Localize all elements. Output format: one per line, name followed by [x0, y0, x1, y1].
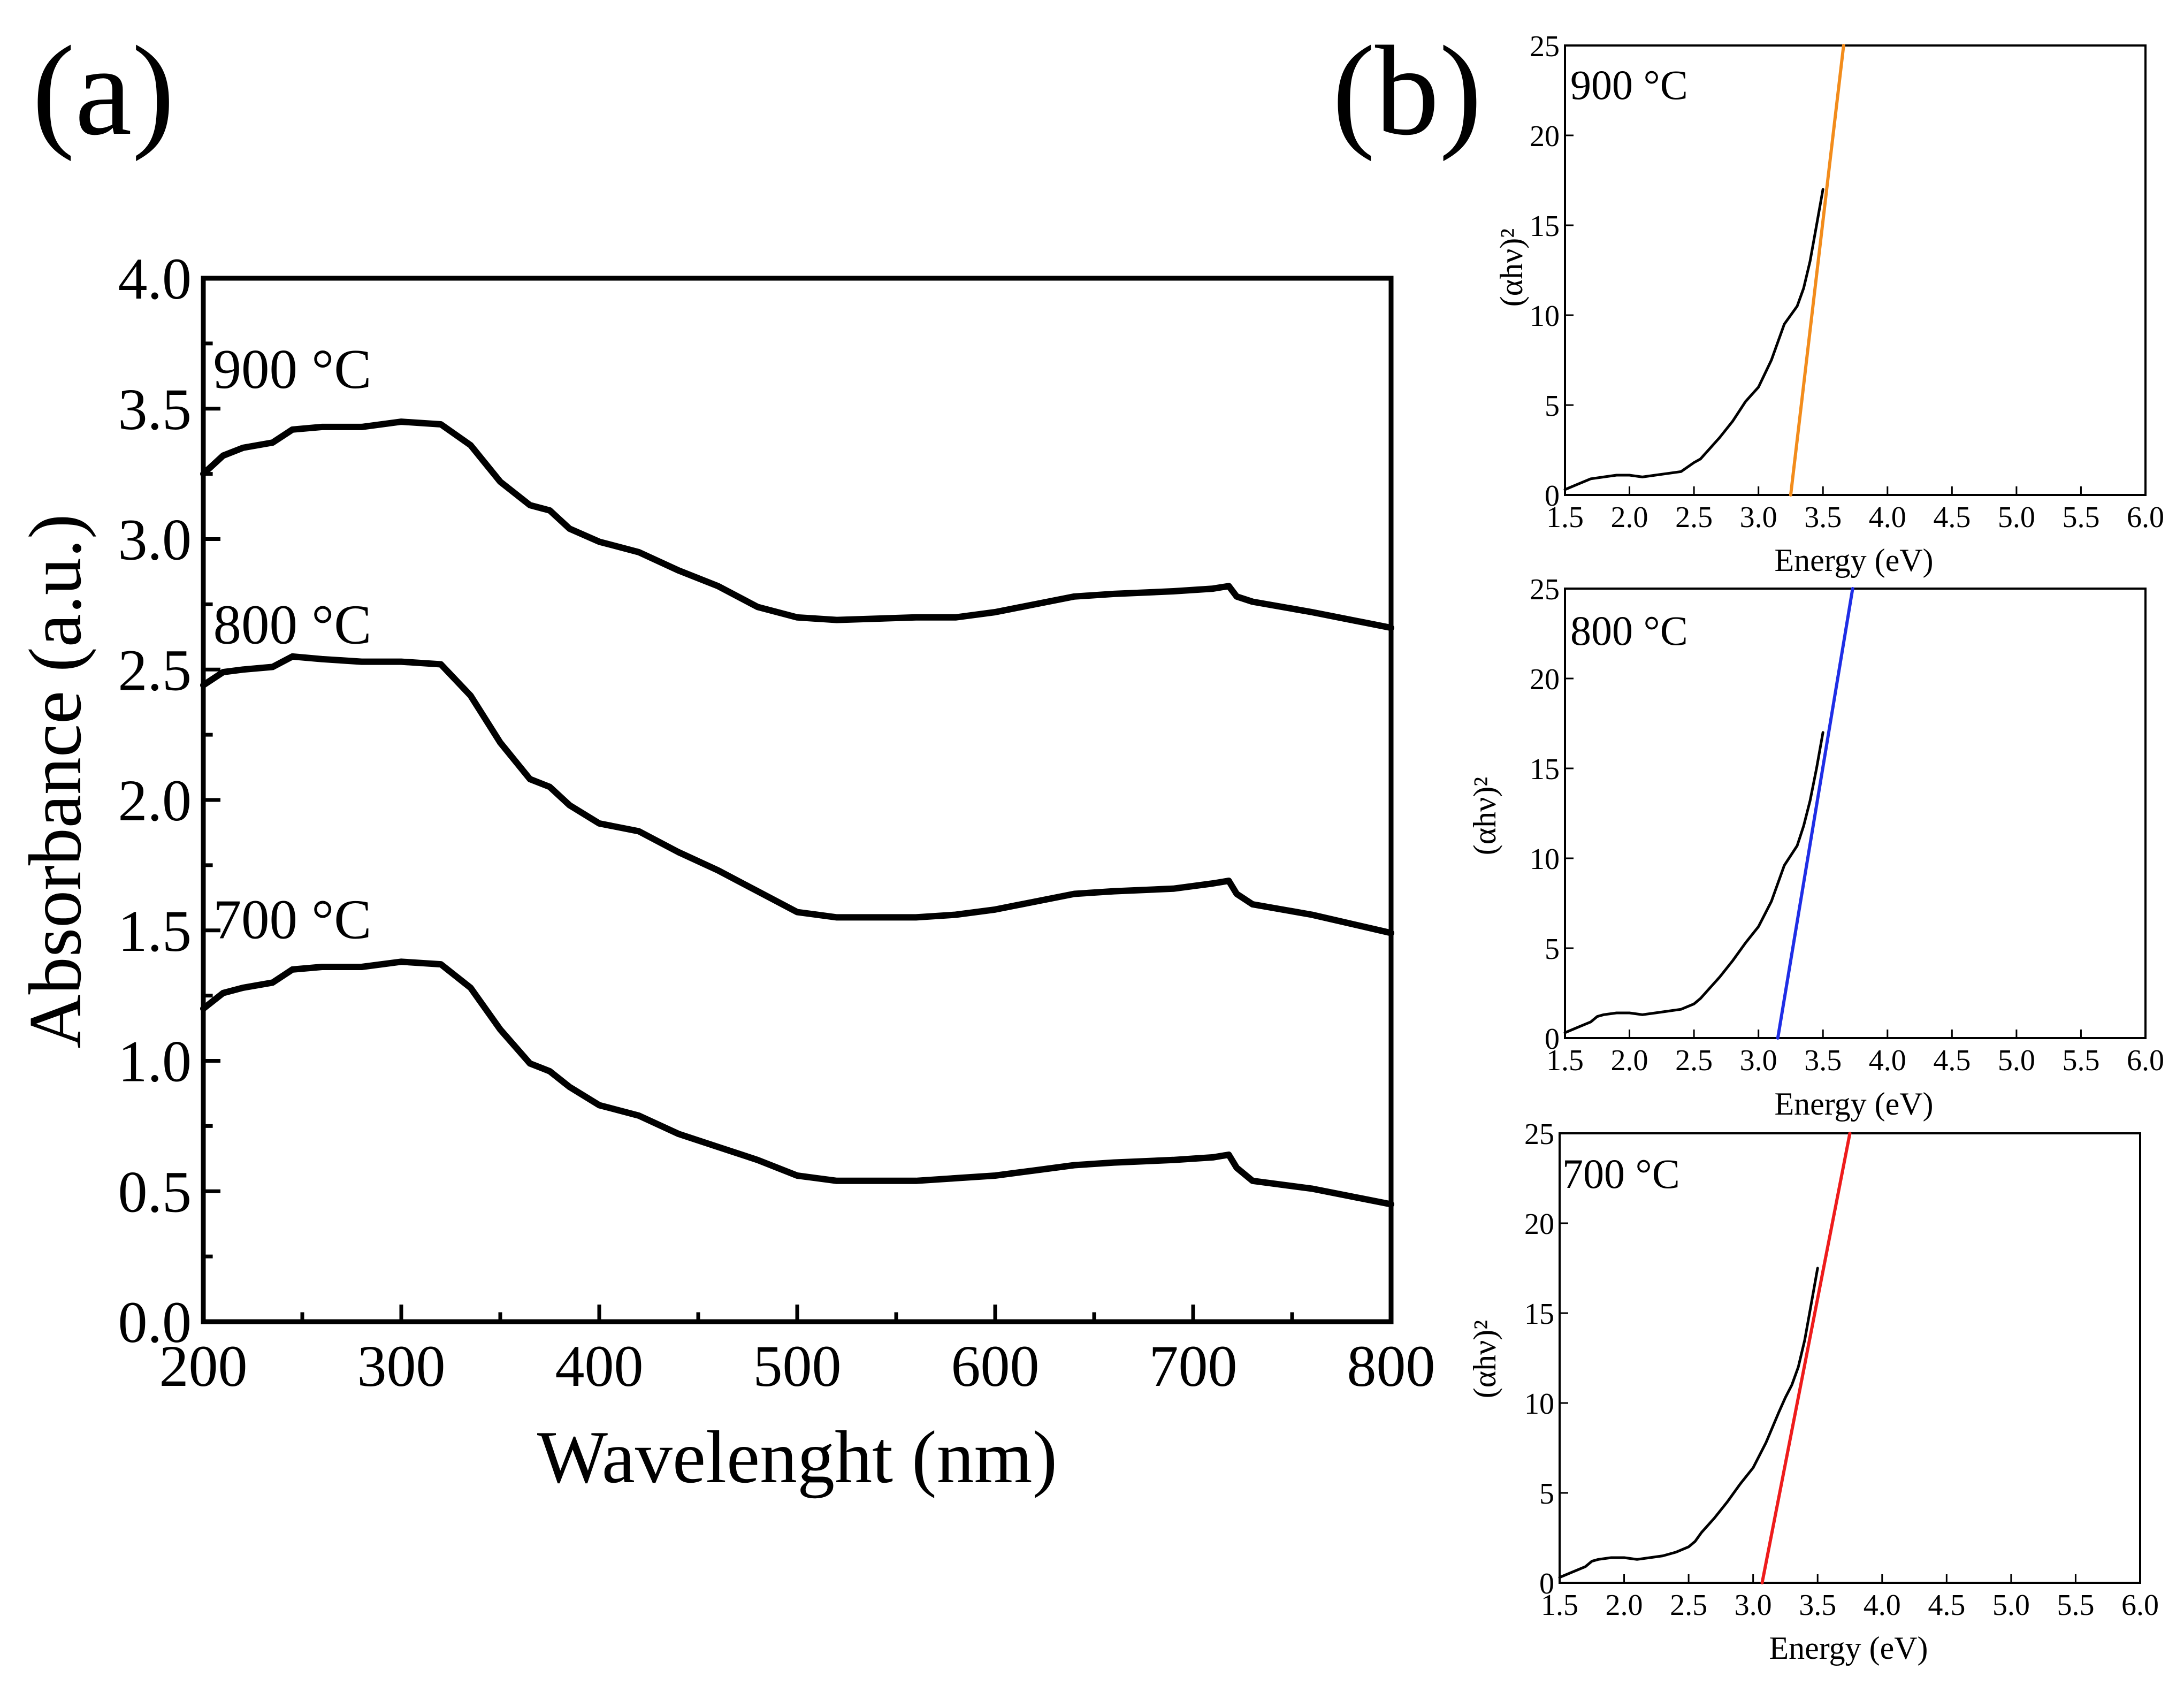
b900-y-axis-label: (αhν)²	[1494, 228, 1529, 307]
a-y-axis-label: Absorbance (a.u.)	[14, 514, 97, 1048]
b800-x-tick-label: 4.0	[1869, 1044, 1906, 1077]
b700-x-tick-label: 6.0	[2121, 1589, 2159, 1622]
b800-x-tick-label: 3.0	[1740, 1044, 1777, 1077]
a-y-tick-label: 1.0	[118, 1029, 192, 1094]
b900-x-tick-label: 5.0	[1998, 501, 2035, 534]
b800-x-tick-label: 1.5	[1546, 1044, 1584, 1077]
b900-y-tick-label: 10	[1530, 300, 1560, 333]
a-x-tick-label: 500	[753, 1333, 842, 1399]
b900-y-tick-label: 25	[1530, 30, 1560, 63]
b900-y-tick-label: 15	[1530, 210, 1560, 243]
panel-label-b: (b)	[1332, 19, 1482, 162]
b900-x-tick-label: 2.0	[1611, 501, 1648, 534]
a-y-tick-label: 0.5	[118, 1159, 192, 1224]
a-x-tick-label: 700	[1149, 1333, 1238, 1399]
b800-x-tick-label: 4.5	[1933, 1044, 1971, 1077]
b900-y-tick-label: 20	[1530, 120, 1560, 153]
b700-annotation: 700 °C	[1562, 1150, 1680, 1197]
b900-plot-frame	[1564, 44, 2147, 496]
b900-x-tick-label: 1.5	[1546, 501, 1584, 534]
b800-series-fit-line	[1776, 587, 1854, 1040]
b700-x-tick-label: 3.0	[1735, 1589, 1772, 1622]
b700-y-tick-label: 5	[1539, 1477, 1554, 1511]
b800-x-tick-label: 2.5	[1675, 1044, 1713, 1077]
b800-y-axis-label: (αhν)²	[1467, 777, 1502, 856]
b700-y-tick-label: 25	[1524, 1118, 1554, 1151]
b900-y-tick-label: 0	[1545, 479, 1560, 513]
b900-y-tick-label: 5	[1545, 390, 1560, 423]
a-series-label: 800 °C	[213, 593, 372, 656]
b800-series-data	[1563, 731, 1824, 1034]
a-x-tick-label: 400	[555, 1333, 644, 1399]
b800-x-tick-label: 5.5	[2062, 1044, 2099, 1077]
a-series-label: 900 °C	[213, 338, 372, 400]
a-y-tick-label: 3.5	[118, 377, 192, 442]
b800-y-tick-label: 15	[1530, 753, 1560, 786]
a-series-900-c	[200, 418, 1394, 631]
b800-y-tick-label: 10	[1530, 843, 1560, 876]
b900-x-tick-label: 3.5	[1804, 501, 1842, 534]
a-y-tick-label: 2.0	[118, 768, 192, 833]
a-y-tick-label: 3.0	[118, 507, 192, 573]
b800-y-tick-label: 0	[1545, 1023, 1560, 1056]
b700-series-data	[1558, 1267, 1819, 1579]
b800-annotation: 800 °C	[1570, 607, 1688, 654]
b900-series-fit-line	[1789, 44, 1845, 497]
b800-x-axis-label: Energy (eV)	[1774, 1086, 1933, 1122]
b800-y-tick-label: 5	[1545, 933, 1560, 966]
b700-x-tick-label: 4.5	[1928, 1589, 1965, 1622]
a-series-label: 700 °C	[213, 888, 372, 950]
b900-series-data	[1563, 188, 1824, 491]
b800-plot-frame	[1564, 588, 2147, 1039]
absorbance-chart: Absorbance (a.u.) Wavelenght (nm) 200 300…	[14, 246, 1435, 1499]
panel-label-a: (a)	[32, 19, 174, 162]
b700-x-tick-label: 2.5	[1670, 1589, 1707, 1622]
b700-y-tick-label: 10	[1524, 1387, 1554, 1421]
a-x-axis-label: Wavelenght (nm)	[537, 1416, 1057, 1499]
b800-x-tick-label: 5.0	[1998, 1044, 2035, 1077]
a-x-tick-label: 800	[1347, 1333, 1435, 1399]
b900-x-tick-label: 2.5	[1675, 501, 1713, 534]
b700-y-tick-label: 20	[1524, 1208, 1554, 1241]
b700-x-tick-label: 5.0	[1992, 1589, 2030, 1622]
tauc-plot-900: Energy (eV) (αhν)² 900 °C 1.5 2.0 2.5 3.0 3.…	[1494, 30, 2164, 578]
b700-x-axis-label: Energy (eV)	[1769, 1630, 1928, 1666]
b900-x-tick-label: 6.0	[2127, 501, 2164, 534]
b700-x-tick-label: 4.0	[1864, 1589, 1901, 1622]
b900-x-axis-label: Energy (eV)	[1774, 543, 1933, 578]
b700-y-axis-label: (αhν)²	[1467, 1320, 1502, 1399]
b800-x-tick-label: 3.5	[1804, 1044, 1842, 1077]
a-y-tick-label: 1.5	[118, 898, 192, 964]
b700-x-tick-label: 2.0	[1606, 1589, 1643, 1622]
tauc-plot-800: Energy (eV) (αhν)² 800 °C 1.5 2.0 2.5 3.0 3.…	[1467, 573, 2164, 1122]
a-series-700-c	[200, 958, 1394, 1208]
b800-y-tick-label: 25	[1530, 573, 1560, 606]
b900-x-tick-label: 3.0	[1740, 501, 1777, 534]
b800-y-tick-label: 20	[1530, 663, 1560, 696]
a-series-800-c	[200, 653, 1394, 936]
b700-series-fit-line	[1760, 1132, 1852, 1584]
b700-y-tick-label: 0	[1539, 1567, 1554, 1600]
b800-x-tick-label: 6.0	[2127, 1044, 2164, 1077]
b800-x-tick-label: 2.0	[1611, 1044, 1648, 1077]
a-y-tick-label: 4.0	[118, 246, 192, 311]
a-x-tick-label: 600	[951, 1333, 1040, 1399]
b700-y-tick-label: 15	[1524, 1298, 1554, 1331]
a-y-tick-label: 2.5	[118, 637, 192, 703]
tauc-plot-700: Energy (eV) (αhν)² 700 °C 1.5 2.0 2.5 3.0 3.…	[1467, 1118, 2159, 1666]
b900-annotation: 900 °C	[1570, 62, 1688, 108]
a-x-tick-label: 300	[357, 1333, 446, 1399]
b700-x-tick-label: 3.5	[1799, 1589, 1836, 1622]
b900-x-tick-label: 4.5	[1933, 501, 1971, 534]
a-y-tick-label: 0.0	[118, 1290, 192, 1355]
b700-x-tick-label: 1.5	[1541, 1589, 1578, 1622]
b900-x-tick-label: 5.5	[2062, 501, 2099, 534]
b700-x-tick-label: 5.5	[2057, 1589, 2094, 1622]
b900-x-tick-label: 4.0	[1869, 501, 1906, 534]
a-x-tick-label: 200	[159, 1333, 248, 1399]
